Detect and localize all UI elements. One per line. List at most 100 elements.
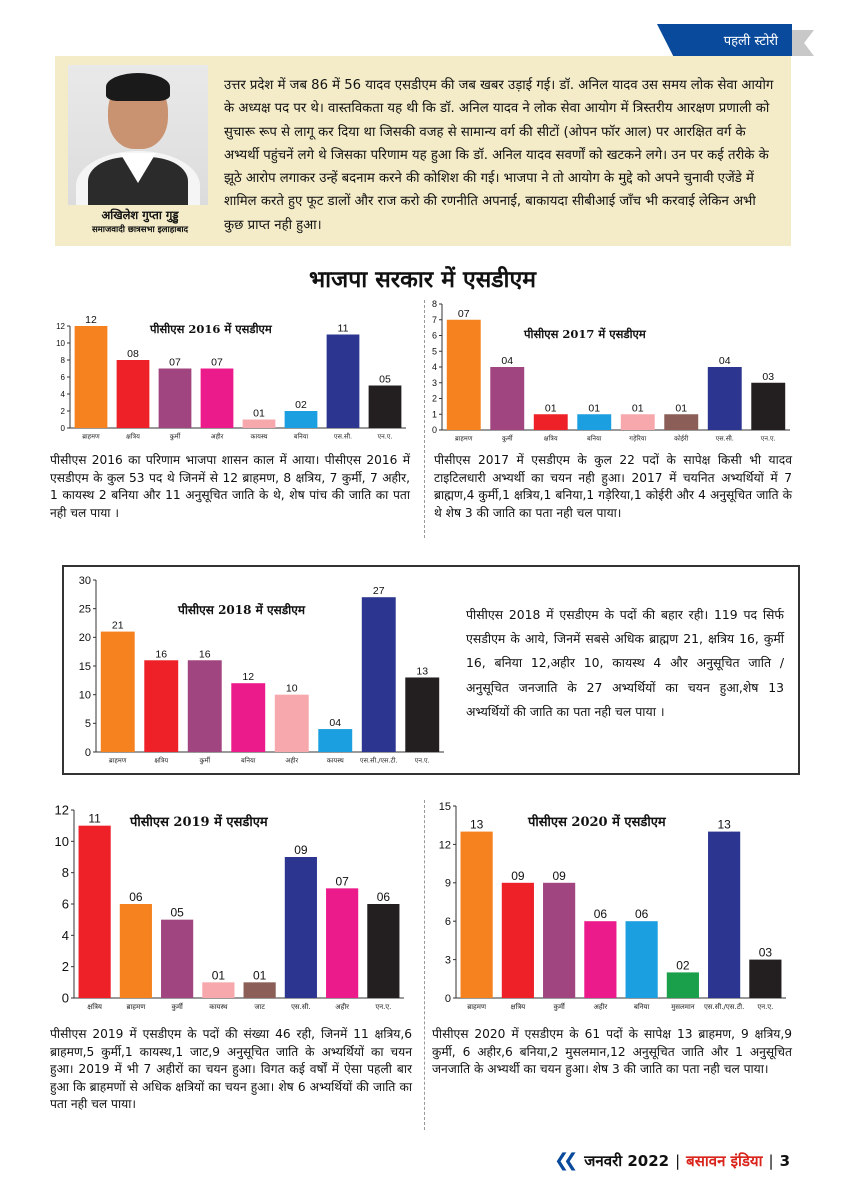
bar-value-label: 01 bbox=[212, 968, 226, 982]
bar-3 bbox=[187, 660, 222, 752]
bar-2 bbox=[144, 660, 179, 752]
bar-value-label: 01 bbox=[253, 968, 267, 982]
bar-4 bbox=[577, 414, 612, 430]
bar-value-label: 07 bbox=[211, 357, 223, 369]
category-label: बनिया bbox=[241, 757, 256, 765]
category-label: क्षत्रिय bbox=[87, 1002, 103, 1011]
footer: ❮❮ जनवरी 2022 | बसावन इंडिया | 3 bbox=[554, 1150, 790, 1171]
bar-6 bbox=[284, 411, 318, 428]
y-tick-label: 10 bbox=[79, 690, 91, 702]
category-label: कुर्मी bbox=[199, 757, 210, 765]
bar-4 bbox=[202, 982, 235, 998]
category-label: मुसलमान bbox=[671, 1003, 695, 1011]
bar-6 bbox=[664, 414, 699, 430]
bar-value-label: 06 bbox=[635, 907, 649, 921]
bar-4 bbox=[200, 368, 234, 428]
headline: भाजपा सरकार में एसडीएम bbox=[309, 267, 536, 293]
category-label: बनिया bbox=[587, 435, 602, 443]
category-label: एन.ए. bbox=[761, 435, 776, 443]
y-tick-label: 0 bbox=[62, 991, 69, 1006]
section-tag: पहली स्टोरी bbox=[657, 24, 792, 56]
bar-value-label: 13 bbox=[416, 665, 428, 677]
bar-3 bbox=[158, 368, 192, 428]
y-tick-label: 3 bbox=[445, 954, 451, 966]
bar-value-label: 08 bbox=[127, 348, 139, 360]
category-label: कुर्मी bbox=[502, 435, 513, 443]
bar-value-label: 12 bbox=[242, 671, 254, 683]
y-tick-label: 1 bbox=[432, 409, 437, 419]
bar-6 bbox=[318, 729, 353, 752]
bar-value-label: 02 bbox=[676, 958, 690, 972]
category-label: एन.ए. bbox=[415, 757, 430, 765]
bar-value-label: 07 bbox=[458, 308, 470, 320]
paragraph-2017: पीसीएस 2017 में एसडीएम के कुल 22 पदों के… bbox=[434, 453, 792, 520]
bar-value-label: 09 bbox=[294, 843, 308, 857]
category-label: एन.ए. bbox=[375, 1003, 391, 1011]
y-tick-label: 2 bbox=[61, 407, 66, 416]
bar-value-label: 04 bbox=[329, 717, 341, 729]
paragraph-2018: पीसीएस 2018 में एसडीएम के पदों की बहार र… bbox=[466, 607, 784, 719]
y-tick-label: 6 bbox=[432, 331, 437, 341]
paragraph-2020: पीसीएस 2020 में एसडीएम के 61 पदों के साप… bbox=[432, 1027, 792, 1077]
bar-7 bbox=[361, 597, 396, 752]
column-divider-bottom bbox=[424, 800, 426, 1130]
category-label: कायस्थ bbox=[251, 433, 269, 441]
y-tick-label: 4 bbox=[62, 928, 69, 943]
bar-value-label: 21 bbox=[112, 620, 124, 632]
category-label: क्षत्रिय bbox=[126, 433, 140, 441]
bar-3 bbox=[161, 919, 194, 998]
category-label: ब्राहमण bbox=[467, 1003, 487, 1011]
footer-separator: | bbox=[675, 1151, 681, 1170]
bar-value-label: 03 bbox=[762, 371, 774, 383]
y-tick-label: 4 bbox=[432, 362, 437, 372]
bar-value-label: 04 bbox=[501, 355, 513, 367]
category-label: कुर्मी bbox=[170, 433, 181, 441]
y-tick-label: 2 bbox=[62, 959, 69, 974]
y-tick-label: 10 bbox=[55, 834, 69, 849]
category-label: कायस्थ bbox=[327, 757, 345, 765]
bar-5 bbox=[620, 414, 655, 430]
bar-5 bbox=[242, 419, 276, 428]
bar-8 bbox=[751, 382, 786, 430]
y-tick-label: 12 bbox=[56, 322, 65, 331]
category-label: अहीर bbox=[594, 1002, 608, 1011]
category-label: ब्राहमण bbox=[126, 1003, 146, 1011]
bar-8 bbox=[405, 677, 440, 752]
y-tick-label: 8 bbox=[61, 356, 66, 365]
category-label: कुर्मी bbox=[171, 1002, 184, 1011]
bar-3 bbox=[533, 414, 568, 430]
bar-value-label: 03 bbox=[759, 946, 773, 960]
y-tick-label: 8 bbox=[432, 299, 437, 309]
footer-month: जनवरी 2022 bbox=[584, 1151, 670, 1170]
y-tick-label: 5 bbox=[85, 718, 91, 730]
y-tick-label: 15 bbox=[79, 661, 91, 673]
bar-7 bbox=[326, 334, 360, 428]
y-tick-label: 2 bbox=[432, 394, 437, 404]
category-label: एन.ए. bbox=[378, 433, 393, 441]
bar-2 bbox=[490, 367, 525, 430]
bar-value-label: 01 bbox=[675, 402, 687, 414]
bar-6 bbox=[666, 972, 699, 998]
bar-value-label: 01 bbox=[588, 402, 600, 414]
y-tick-label: 3 bbox=[432, 378, 437, 388]
chart-title: पीसीएस 2017 में एसडीएम bbox=[523, 327, 647, 341]
bar-8 bbox=[749, 959, 782, 998]
y-tick-label: 10 bbox=[56, 339, 65, 348]
y-tick-label: 6 bbox=[61, 373, 66, 382]
y-tick-label: 0 bbox=[445, 993, 451, 1005]
bar-value-label: 05 bbox=[170, 906, 184, 920]
bar-value-label: 11 bbox=[338, 323, 349, 335]
bar-value-label: 13 bbox=[470, 818, 484, 832]
category-label: क्षत्रिय bbox=[510, 1002, 526, 1011]
y-tick-label: 6 bbox=[62, 897, 69, 912]
y-tick-label: 25 bbox=[79, 604, 91, 616]
bar-value-label: 16 bbox=[155, 648, 167, 660]
author-org: समाजवादी छात्रसभा इलाहाबाद bbox=[91, 225, 189, 235]
section-tag-tail bbox=[792, 30, 814, 56]
footer-magazine: बसावन इंडिया bbox=[686, 1151, 763, 1170]
bar-1 bbox=[100, 631, 135, 752]
chart-2018-frame bbox=[62, 565, 800, 775]
chart-2019: 0 2 4 6 8 10 12 पीसीएस 2019 में एसडीएम 11 क्षत्रि… bbox=[50, 800, 408, 1014]
chart-title: पीसीएस 2019 में एसडीएम bbox=[129, 814, 269, 830]
